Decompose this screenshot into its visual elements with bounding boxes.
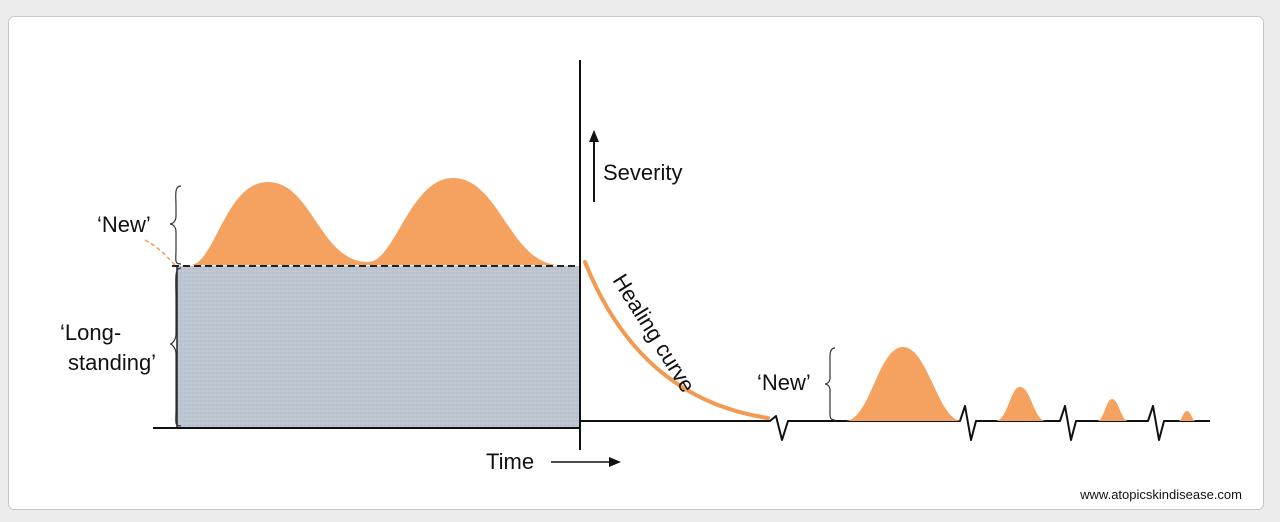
label-new-left: ‘New’: [97, 212, 151, 237]
label-longstanding-1: ‘Long-: [60, 320, 121, 345]
new-flare-hump-3: [1097, 399, 1128, 421]
new-flare-hump-4: [1178, 411, 1196, 421]
brace-new-left: [169, 185, 182, 265]
new-flare-hump-1: [845, 347, 962, 421]
label-severity: Severity: [603, 160, 682, 185]
new-pointer-dashed: [144, 239, 177, 267]
label-time: Time: [486, 449, 534, 474]
new-flare-hump-2: [995, 387, 1046, 421]
healing-curve: [583, 260, 770, 420]
longstanding-area: [177, 266, 580, 428]
time-arrow-head: [609, 457, 621, 467]
severity-arrow-head: [589, 130, 599, 142]
new-flare-humps-left: [190, 178, 560, 265]
brace-new-right: [824, 347, 836, 421]
label-new-right: ‘New’: [757, 370, 811, 395]
brace-longstanding: [169, 267, 182, 427]
label-longstanding-2: standing’: [68, 350, 156, 375]
source-url: www.atopicskindisease.com: [1079, 487, 1242, 502]
